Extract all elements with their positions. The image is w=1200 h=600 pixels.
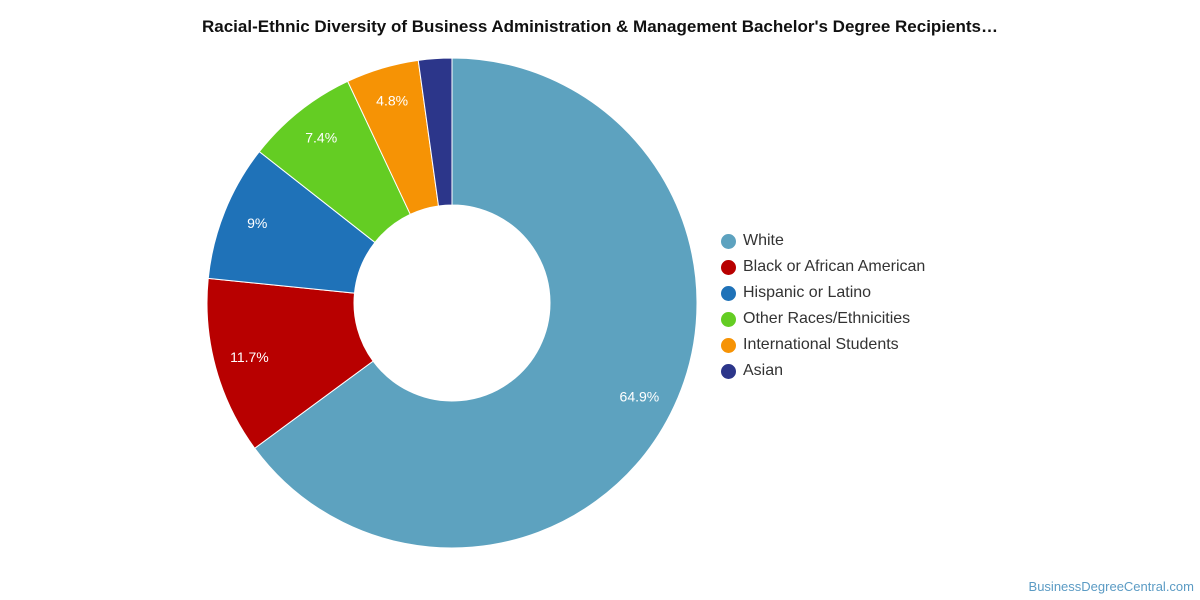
legend-swatch [721, 337, 736, 353]
watermark-link[interactable]: BusinessDegreeCentral.com [1028, 579, 1194, 594]
legend-swatch [721, 363, 736, 379]
slice-label-hispanic-or-latino: 9% [247, 215, 267, 231]
legend-item-white[interactable]: White [721, 228, 925, 254]
slice-label-international-students: 4.8% [376, 92, 408, 108]
legend-swatch [721, 259, 736, 275]
slice-label-white: 64.9% [620, 388, 660, 404]
slice-label-other-races-ethnicities: 7.4% [305, 129, 337, 145]
legend-swatch [721, 285, 736, 301]
legend-label: International Students [743, 336, 899, 353]
legend-label: Black or African American [743, 258, 926, 275]
legend-label: White [743, 232, 784, 249]
slice-label-black-or-african-american: 11.7% [230, 349, 269, 365]
chart-legend: White Black or African American Hispanic o… [721, 228, 925, 384]
legend-item-asian[interactable]: Asian [721, 358, 925, 384]
legend-label: Hispanic or Latino [743, 284, 872, 301]
slice-black-or-african-american[interactable] [206, 277, 374, 449]
legend-item-black-or-african-american[interactable]: Black or African American [721, 254, 925, 280]
legend-label: Asian [743, 362, 784, 379]
slice-white[interactable] [254, 57, 698, 549]
chart-title: Racial-Ethnic Diversity of Business Admi… [201, 17, 998, 36]
legend-label: Other Races/Ethnicities [743, 310, 911, 327]
legend-swatch [721, 233, 736, 249]
slice-asian[interactable] [417, 57, 453, 207]
legend-swatch [721, 311, 736, 327]
legend-item-international-students[interactable]: International Students [721, 332, 925, 358]
legend-item-other-races-ethnicities[interactable]: Other Races/Ethnicities [721, 306, 925, 332]
legend-item-hispanic-or-latino[interactable]: Hispanic or Latino [721, 280, 925, 306]
